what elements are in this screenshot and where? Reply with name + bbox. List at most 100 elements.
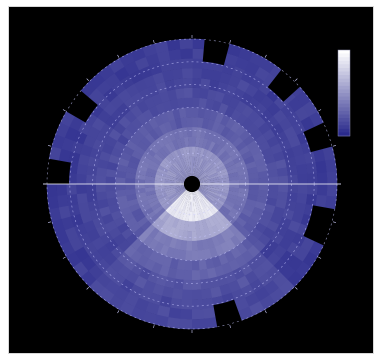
heatmap-cell (86, 165, 98, 176)
heatmap-cell (193, 191, 197, 202)
heatmap-cell (222, 202, 234, 212)
heatmap-cell (86, 228, 101, 242)
heatmap-cell (187, 156, 191, 167)
heatmap-cell (181, 289, 192, 300)
heatmap-cell (184, 201, 189, 212)
heatmap-cell (169, 194, 179, 202)
heatmap-cell (155, 170, 167, 177)
heatmap-cell (228, 224, 240, 236)
azimuth-tick (229, 324, 231, 328)
heatmap-cell (305, 194, 318, 207)
heatmap-cell (258, 294, 276, 311)
heatmap-cell (147, 84, 160, 97)
heatmap-cell (195, 201, 200, 212)
heatmap-cell (194, 191, 199, 202)
heatmap-cell (70, 213, 84, 227)
heatmap-cell (248, 184, 260, 191)
heatmap-cell (161, 159, 171, 169)
heatmap-cell (166, 39, 181, 51)
heatmap-cell (234, 159, 246, 169)
heatmap-cell (250, 128, 264, 141)
heatmap-cell (148, 199, 160, 208)
heatmap-cell (158, 233, 168, 245)
heatmap-cell (113, 140, 126, 152)
heatmap-cell (238, 184, 250, 190)
heatmap-cell (170, 195, 180, 204)
heatmap-cell (227, 193, 238, 201)
heatmap-cell (275, 159, 287, 170)
heatmap-cell (191, 308, 204, 320)
heatmap-cell (225, 163, 237, 172)
heatmap-cell (209, 155, 219, 165)
heatmap-cell (201, 138, 209, 149)
heatmap-cell (48, 206, 62, 222)
heatmap-cell (249, 278, 265, 294)
azimuth-tick (153, 40, 155, 44)
heatmap-cell (213, 265, 225, 278)
heatmap-cell (244, 292, 260, 308)
azimuth-tick (48, 221, 52, 223)
heatmap-cell (174, 117, 183, 130)
heatmap-cell (164, 187, 175, 192)
heatmap-cell (142, 150, 154, 161)
heatmap-cell (203, 317, 218, 329)
azimuth-tick (318, 109, 322, 112)
heatmap-cell (167, 205, 177, 215)
heatmap-cell (166, 169, 177, 177)
heatmap-cell (187, 221, 192, 232)
heatmap-cell (185, 240, 192, 252)
heatmap-cell (214, 162, 225, 171)
heatmap-cell (164, 142, 174, 154)
heatmap-cell (189, 201, 192, 212)
heatmap-cell (224, 129, 236, 141)
heatmap-cell (80, 255, 96, 272)
heatmap-cell (192, 156, 195, 167)
heatmap-cell (176, 229, 184, 241)
heatmap-cell (185, 191, 190, 202)
heatmap-cell (115, 189, 127, 198)
heatmap-cell (173, 180, 185, 184)
heatmap-cell (196, 200, 202, 211)
heatmap-cell (168, 140, 177, 152)
heatmap-cell (199, 184, 211, 188)
heatmap-cell (208, 190, 219, 196)
blocked-sector (267, 68, 301, 102)
heatmap-cell (101, 213, 114, 225)
heatmap-cell (174, 268, 185, 280)
heatmap-cell (286, 111, 302, 127)
heatmap-cell (141, 310, 157, 325)
heatmap-cell (185, 107, 193, 118)
heatmap-cell (258, 216, 271, 228)
heatmap-cell (171, 288, 183, 300)
heatmap-cell (145, 146, 157, 157)
heatmap-cell (238, 174, 250, 181)
heatmap-cell (125, 122, 139, 135)
heatmap-cell (203, 207, 211, 219)
heatmap-cell (203, 196, 212, 206)
heatmap-cell (89, 208, 102, 221)
heatmap-cell (136, 112, 149, 126)
heatmap-cell (130, 237, 143, 251)
heatmap-cell (175, 174, 186, 181)
heatmap-cell (284, 156, 297, 168)
heatmap-cell (267, 190, 279, 200)
heatmap-cell (166, 317, 181, 329)
heatmap-cell (187, 166, 191, 177)
heatmap-cell (150, 156, 162, 166)
heatmap-cell (207, 170, 218, 177)
heatmap-cell (187, 191, 191, 202)
heatmap-cell (238, 212, 251, 223)
heatmap-cell (140, 155, 152, 165)
heatmap-cell (282, 208, 295, 221)
heatmap-cell (186, 230, 192, 242)
heatmap-cell (147, 196, 159, 205)
heatmap-cell (215, 195, 227, 203)
heatmap-cell (177, 199, 185, 210)
heatmap-cell (199, 199, 206, 210)
heatmap-cell (183, 136, 189, 148)
heatmap-cell (134, 187, 146, 194)
heatmap-cell (197, 249, 206, 261)
heatmap-cell (159, 90, 171, 103)
heatmap-cell (246, 217, 259, 229)
